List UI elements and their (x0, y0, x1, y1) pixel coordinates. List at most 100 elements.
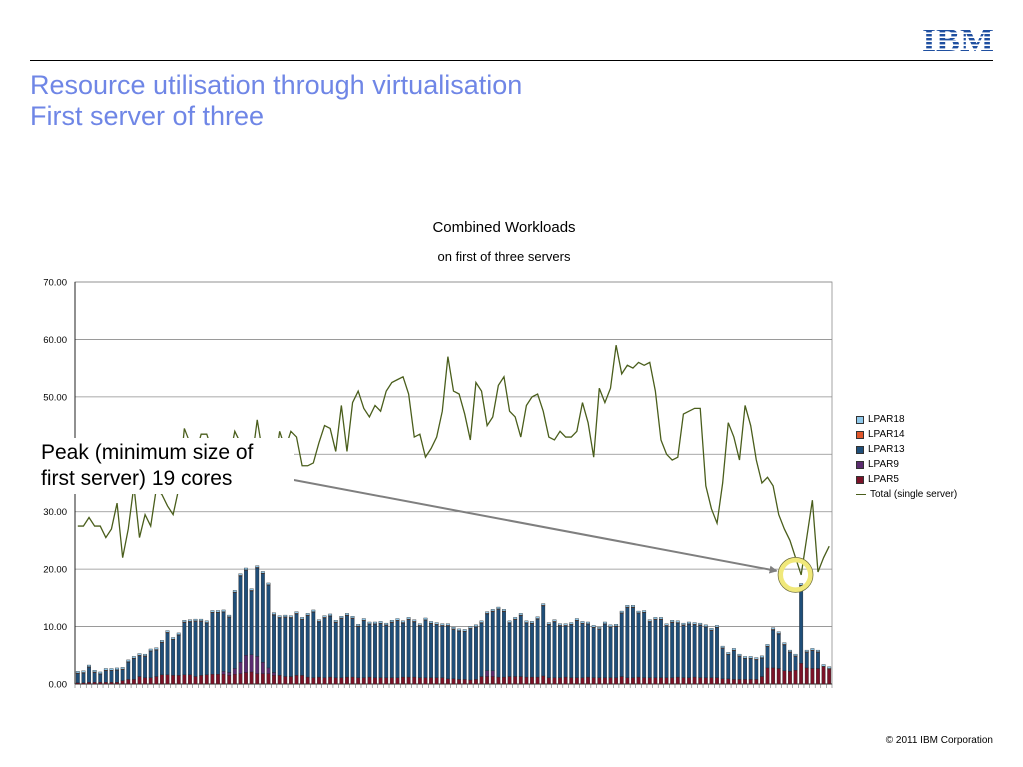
bar-segment-lpar18 (423, 617, 428, 620)
bar-segment-lpar13 (395, 620, 400, 678)
bar-segment-lpar13 (115, 670, 119, 683)
bar-segment-lpar13 (726, 654, 731, 680)
bar-segment-lpar13 (120, 669, 125, 681)
bar-segment-lpar5 (277, 675, 282, 685)
bar-segment-lpar5 (238, 673, 243, 685)
line-layer (77, 345, 830, 576)
bar-segment-lpar18 (204, 620, 209, 623)
bar-segment-lpar13 (490, 611, 495, 671)
bar-segment-lpar18 (546, 622, 551, 625)
bar-segment-lpar13 (378, 623, 383, 678)
bar-segment-lpar18 (692, 622, 697, 625)
bar-segment-lpar18 (339, 616, 344, 619)
bar-segment-lpar18 (530, 621, 534, 624)
bar-segment-lpar5 (614, 677, 619, 685)
bar-segment-lpar18 (759, 655, 764, 658)
bar-segment-lpar5 (496, 676, 501, 685)
bar-segment-lpar13 (563, 625, 568, 678)
bar-segment-lpar13 (389, 622, 394, 678)
bar-segment-lpar5 (793, 670, 798, 685)
bar-segment-lpar18 (401, 620, 405, 623)
bar-segment-lpar18 (75, 671, 80, 674)
bar-segment-lpar13 (182, 622, 187, 675)
bar-segment-lpar18 (799, 583, 804, 586)
bar-segment-lpar5 (361, 677, 366, 685)
bar-segment-lpar13 (703, 626, 708, 678)
bar-segment-lpar18 (457, 628, 462, 631)
bar-segment-lpar13 (160, 642, 164, 675)
bar-segment-lpar13 (255, 567, 260, 657)
bar-segment-lpar5 (188, 674, 192, 685)
bar-segment-lpar5 (502, 676, 506, 685)
bar-segment-lpar18 (569, 622, 574, 625)
bar-segment-lpar5 (776, 668, 781, 685)
bar-segment-lpar5 (182, 674, 187, 685)
bar-segment-lpar13 (788, 652, 792, 672)
bar-segment-lpar18 (434, 622, 439, 625)
bar-segment-lpar13 (266, 585, 271, 669)
bar-segment-lpar18 (260, 571, 265, 574)
bar-segment-lpar5 (98, 682, 103, 685)
bar-segment-lpar18 (249, 588, 254, 591)
bar-segment-lpar18 (631, 605, 635, 608)
bar-segment-lpar5 (311, 677, 316, 685)
bar-segment-lpar18 (361, 618, 366, 621)
legend-label-lpar18: LPAR18 (868, 414, 905, 425)
bar-segment-lpar13 (793, 656, 798, 671)
bar-segment-lpar13 (776, 633, 781, 669)
bar-segment-lpar13 (659, 619, 663, 678)
bar-segment-lpar13 (546, 624, 551, 678)
bar-segment-lpar5 (322, 677, 327, 685)
bar-segment-lpar13 (434, 624, 439, 678)
bar-segment-lpar18 (188, 619, 192, 622)
bar-segment-lpar13 (513, 619, 518, 677)
bar-segment-lpar5 (423, 677, 428, 685)
slide-title-line2: First server of three (30, 101, 265, 131)
bar-segment-lpar13 (804, 652, 809, 669)
bar-segment-lpar5 (715, 677, 719, 685)
bar-segment-lpar13 (479, 622, 484, 677)
bar-segment-lpar5 (788, 671, 792, 685)
bar-segment-lpar18 (109, 668, 114, 671)
bar-segment-lpar18 (659, 617, 663, 620)
bar-segment-lpar13 (300, 619, 305, 676)
bar-segment-lpar13 (462, 631, 467, 680)
arrow-layer (261, 473, 814, 593)
bar-segment-lpar5 (799, 663, 804, 685)
bar-segment-lpar5 (479, 676, 484, 685)
bar-segment-lpar5 (451, 678, 456, 685)
peak-annotation-line1: Peak (minimum size of (41, 441, 254, 464)
bar-segment-lpar18 (182, 620, 187, 623)
bar-segment-lpar13 (176, 635, 181, 676)
bar-segment-lpar18 (788, 649, 792, 653)
legend-swatch-lpar9 (856, 460, 864, 469)
bar-segment-lpar13 (597, 629, 602, 678)
bar-segment-lpar18 (412, 619, 417, 622)
bar-segment-lpar18 (518, 613, 523, 616)
bar-segment-lpar13 (109, 670, 114, 683)
bar-segment-lpar13 (154, 649, 159, 677)
bar-segment-lpar5 (176, 675, 181, 685)
bar-segment-lpar13 (642, 612, 647, 678)
legend-item-lpar18: LPAR18 (856, 412, 957, 427)
bar-segment-lpar18 (726, 652, 731, 655)
peak-annotation-line2: first server) 19 cores (41, 467, 233, 490)
bar-segment-lpar18 (165, 630, 170, 633)
slide-title-line1: Resource utilisation through virtualisat… (30, 70, 523, 100)
bar-segment-lpar18 (103, 668, 108, 671)
bar-segment-lpar5 (681, 677, 686, 685)
bar-segment-lpar18 (131, 656, 136, 659)
bar-segment-lpar13 (810, 650, 815, 669)
bar-segment-lpar18 (479, 620, 484, 623)
bar-segment-lpar13 (636, 613, 641, 678)
legend-swatch-lpar18 (856, 415, 864, 424)
bar-segment-lpar5 (821, 666, 826, 685)
bar-segment-lpar13 (440, 625, 445, 678)
bar-segment-lpar13 (193, 621, 198, 677)
bar-segment-lpar18 (451, 626, 456, 630)
bar-segment-lpar18 (176, 632, 181, 635)
bar-segment-lpar13 (664, 625, 669, 678)
bar-segment-lpar13 (401, 622, 405, 678)
bar-segment-lpar5 (412, 676, 417, 685)
bar-segment-lpar13 (496, 609, 501, 678)
